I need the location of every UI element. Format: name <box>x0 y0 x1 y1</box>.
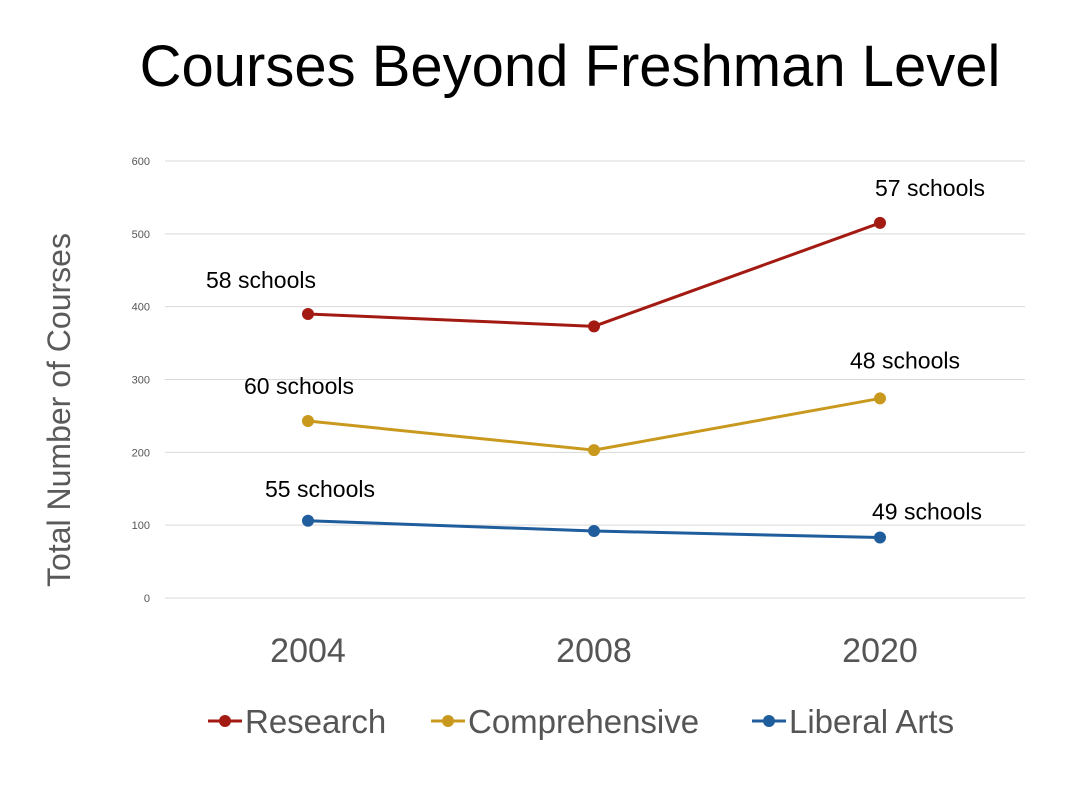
annotation-layer: 58 schools 57 schools 60 schools 48 schools… <box>206 175 985 525</box>
y-tick-label: 400 <box>132 302 150 314</box>
comprehensive-annotation: 60 schools <box>244 373 354 399</box>
research-legend-label: Research <box>245 703 386 740</box>
comprehensive-legend-label: Comprehensive <box>468 703 699 740</box>
liberal-arts-legend-marker <box>763 715 775 727</box>
y-tick-label: 200 <box>132 447 150 459</box>
liberal-arts-annotation: 49 schools <box>872 499 982 525</box>
x-tick-label: 2020 <box>842 632 918 670</box>
research-annotation: 58 schools <box>206 267 316 293</box>
comprehensive-series-line <box>307 396 881 452</box>
liberal-arts-point <box>302 514 314 527</box>
research-legend-marker <box>219 715 231 727</box>
y-tick-layer: 0 100 200 300 400 500 600 <box>132 156 150 605</box>
liberal-arts-point <box>588 524 600 537</box>
legend: Research Comprehensive Liberal Arts <box>208 703 954 740</box>
comprehensive-legend-marker <box>442 715 454 727</box>
x-tick-layer: 2004 2008 2020 <box>270 632 918 670</box>
comprehensive-point <box>588 444 600 457</box>
comprehensive-annotation: 48 schools <box>850 347 960 373</box>
liberal-arts-annotation: 55 schools <box>265 476 375 502</box>
y-tick-label: 300 <box>132 375 150 387</box>
liberal-arts-legend-label: Liberal Arts <box>789 703 954 740</box>
y-tick-label: 0 <box>144 593 150 605</box>
series-layer <box>302 216 886 544</box>
comprehensive-point <box>302 415 314 428</box>
y-tick-label: 100 <box>132 520 150 532</box>
research-point <box>874 216 886 229</box>
research-annotation: 57 schools <box>875 175 985 201</box>
x-tick-label: 2008 <box>556 632 632 670</box>
y-tick-label: 600 <box>132 156 150 168</box>
liberal-arts-point <box>874 531 886 544</box>
y-axis-label: Total Number of Courses <box>41 233 77 587</box>
research-point <box>588 320 600 333</box>
x-tick-label: 2004 <box>270 632 346 670</box>
research-point <box>302 307 314 320</box>
y-tick-label: 500 <box>132 229 150 241</box>
research-series-line <box>307 221 881 328</box>
comprehensive-point <box>874 392 886 405</box>
chart-title: Courses Beyond Freshman Level <box>140 34 1001 99</box>
